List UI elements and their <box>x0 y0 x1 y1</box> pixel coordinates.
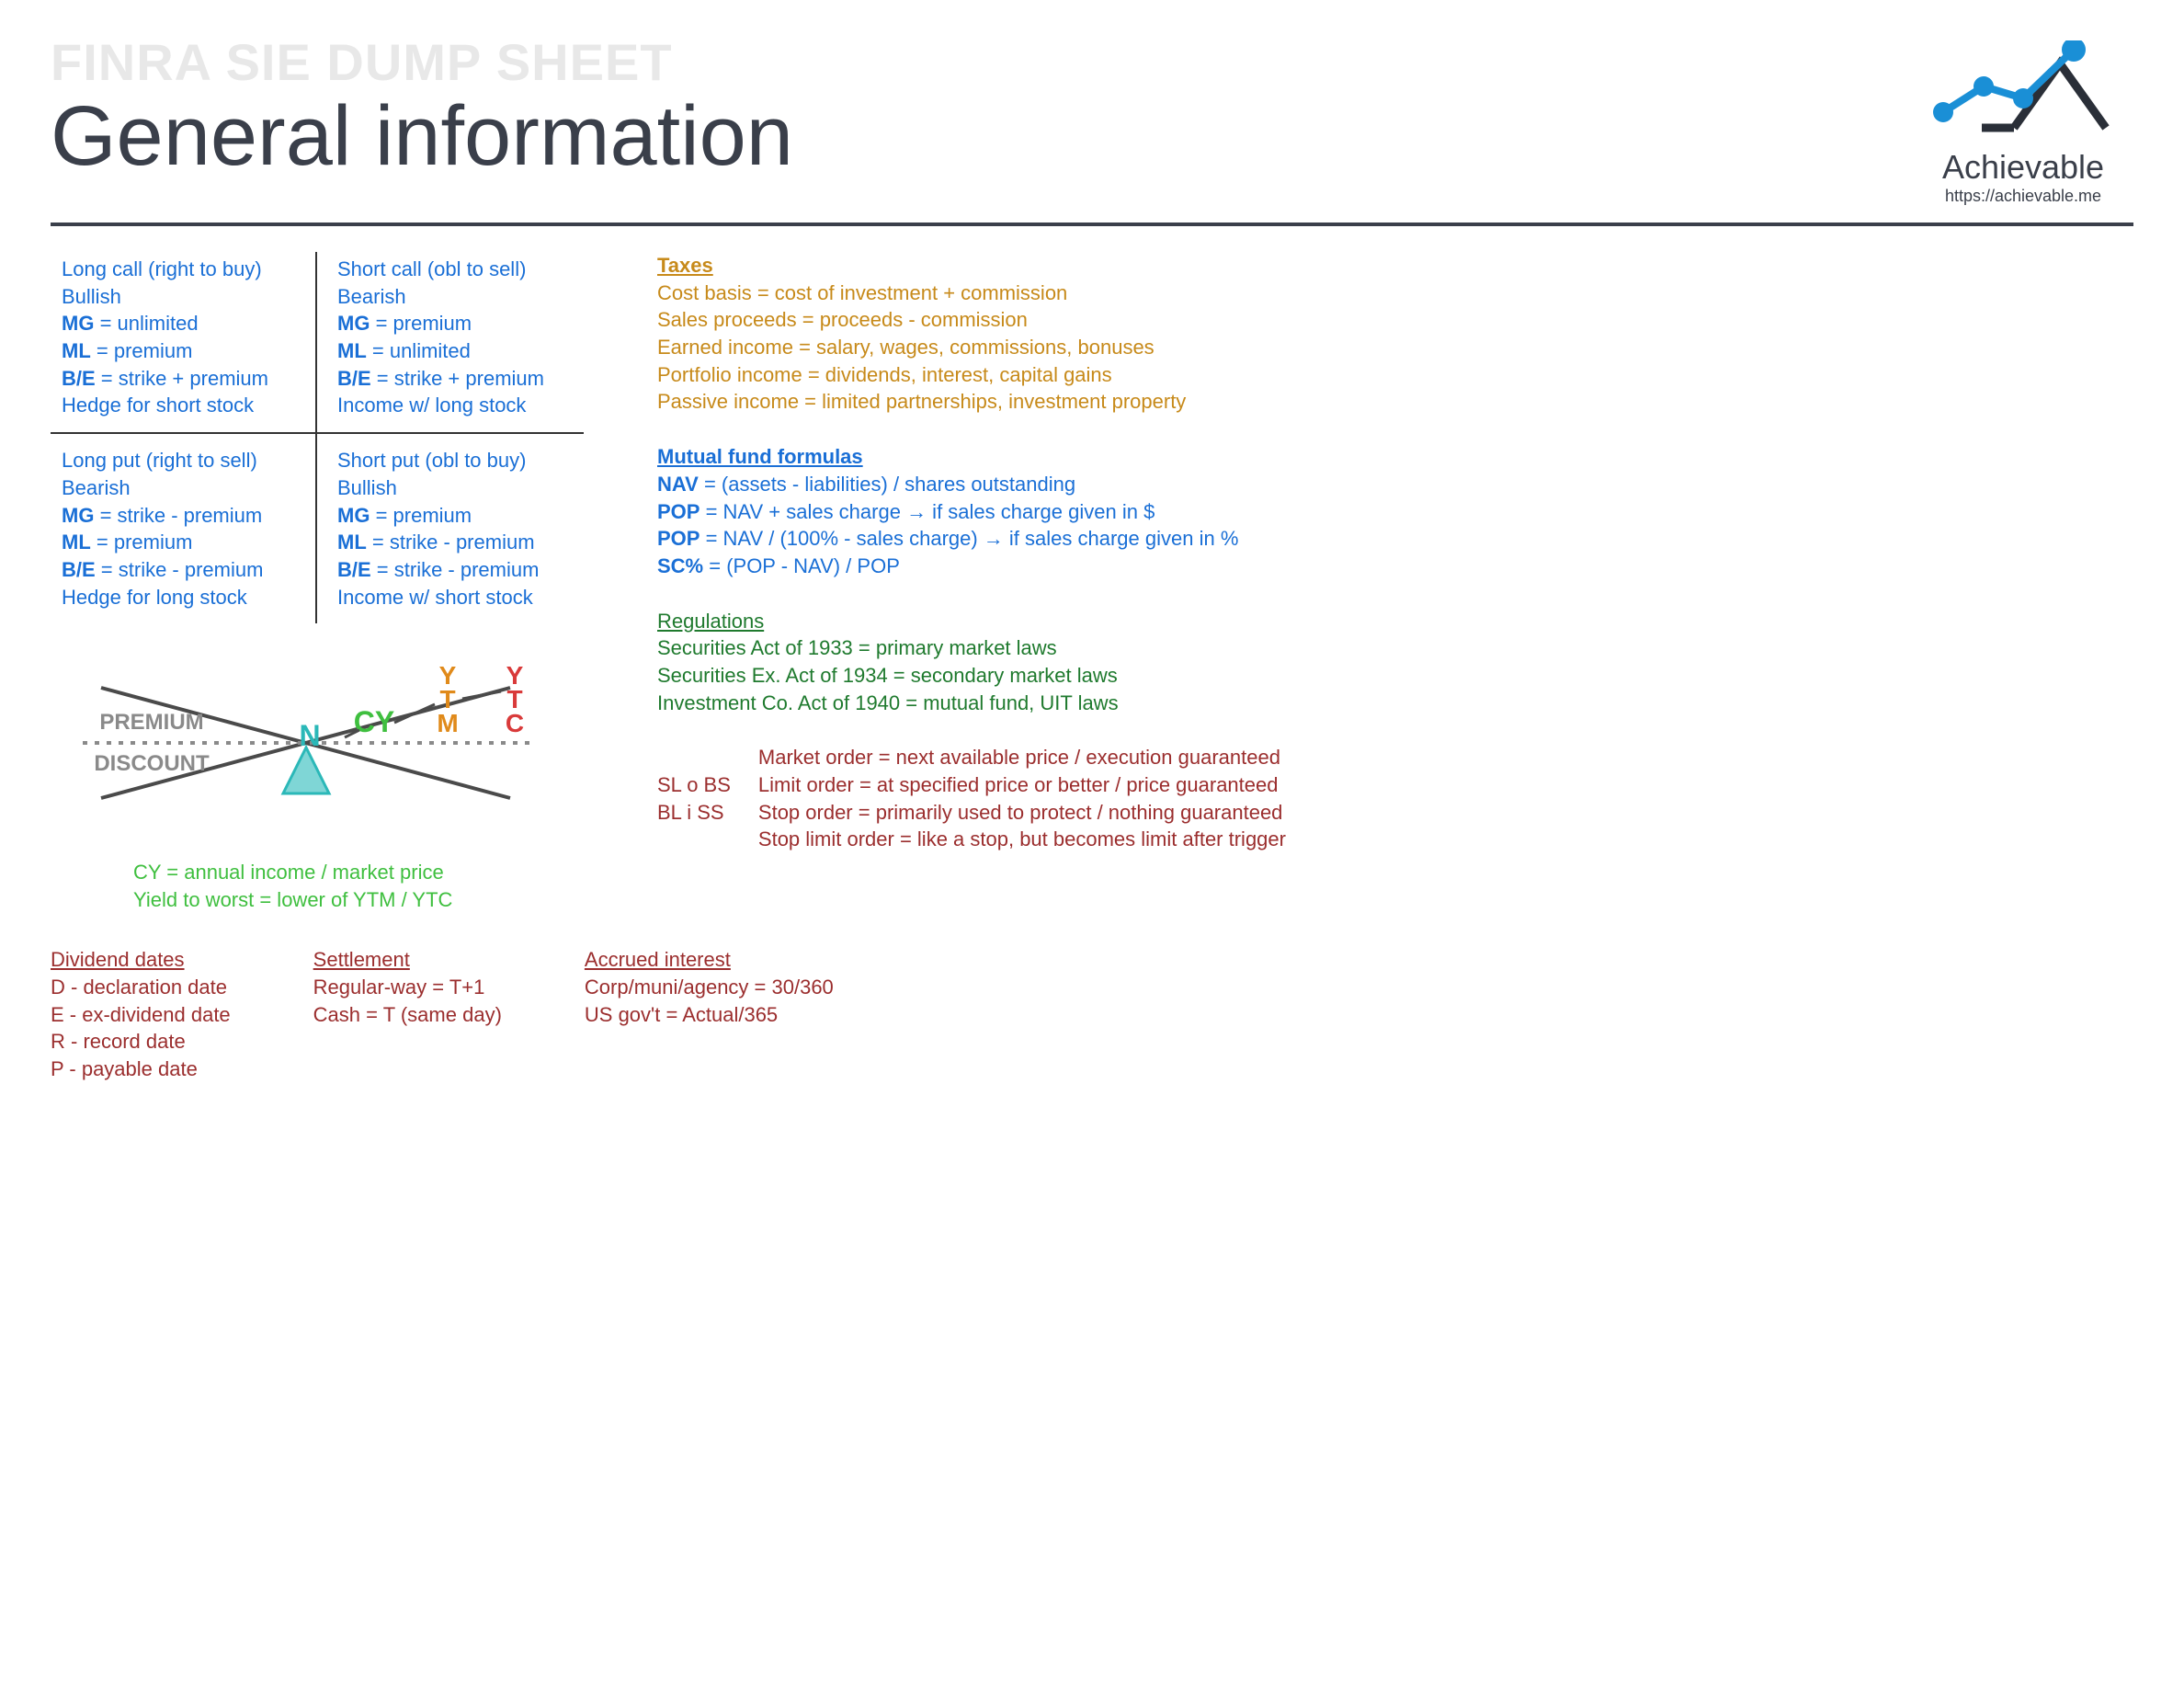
opt-line: ML = premium <box>62 529 304 556</box>
brand-block: Achievable https://achievable.me <box>1913 37 2133 206</box>
tax-line: Passive income = limited partnerships, i… <box>657 388 2133 416</box>
tax-line: Portfolio income = dividends, interest, … <box>657 361 2133 389</box>
reg-line: Securities Act of 1933 = primary market … <box>657 634 2133 662</box>
tax-line: Cost basis = cost of investment + commis… <box>657 280 2133 307</box>
svg-text:C: C <box>506 709 524 737</box>
tax-line: Sales proceeds = proceeds - commission <box>657 306 2133 334</box>
opt-line: MG = premium <box>337 310 573 337</box>
mutual-fund-section: Mutual fund formulas NAV = (assets - lia… <box>657 443 2133 579</box>
mf-line: POP = NAV / (100% - sales charge) → if s… <box>657 525 2133 553</box>
order-line: Stop limit order = like a stop, but beco… <box>758 826 1286 853</box>
opt-line: Bullish <box>62 283 304 311</box>
opt-line: Income w/ short stock <box>337 584 573 611</box>
orders-side: BL i SS <box>657 799 731 827</box>
div-line: P - payable date <box>51 1056 231 1083</box>
tax-line: Earned income = salary, wages, commissio… <box>657 334 2133 361</box>
settlement-section: Settlement Regular-way = T+1 Cash = T (s… <box>313 946 502 1082</box>
accrued-line: Corp/muni/agency = 30/360 <box>585 974 834 1001</box>
section-heading: Mutual fund formulas <box>657 443 2133 471</box>
long-call-cell: Long call (right to buy) Bullish MG = un… <box>51 252 317 434</box>
section-heading: Regulations <box>657 608 2133 635</box>
orders-section: SL o BS BL i SS Market order = next avai… <box>657 744 2133 853</box>
left-column: Long call (right to buy) Bullish MG = un… <box>51 252 602 913</box>
opt-line: ML = strike - premium <box>337 529 573 556</box>
top-row: Long call (right to buy) Bullish MG = un… <box>51 252 2133 913</box>
div-line: E - ex-dividend date <box>51 1001 231 1029</box>
section-heading: Dividend dates <box>51 946 231 974</box>
opt-line: Long call (right to buy) <box>62 256 304 283</box>
header: FINRA SIE DUMP SHEET General information… <box>51 37 2133 226</box>
section-heading: Taxes <box>657 252 2133 280</box>
opt-line: Hedge for long stock <box>62 584 304 611</box>
page-subtitle: FINRA SIE DUMP SHEET <box>51 37 1913 88</box>
brand-url: https://achievable.me <box>1913 187 2133 206</box>
order-line: Stop order = primarily used to protect /… <box>758 799 1286 827</box>
orders-definitions: Market order = next available price / ex… <box>758 744 1286 853</box>
mf-line: NAV = (assets - liabilities) / shares ou… <box>657 471 2133 498</box>
bottom-row: Dividend dates D - declaration date E - … <box>51 946 2133 1082</box>
seesaw-diagram: PREMIUM DISCOUNT N CY Y T M Y T C CY = a… <box>51 651 602 913</box>
opt-line: ML = unlimited <box>337 337 573 365</box>
opt-line: B/E = strike + premium <box>62 365 304 393</box>
reg-line: Securities Ex. Act of 1934 = secondary m… <box>657 662 2133 690</box>
div-line: D - declaration date <box>51 974 231 1001</box>
opt-line: B/E = strike - premium <box>62 556 304 584</box>
opt-line: B/E = strike - premium <box>337 556 573 584</box>
opt-line: Bearish <box>337 283 573 311</box>
order-line: Market order = next available price / ex… <box>758 744 1286 771</box>
div-line: R - record date <box>51 1028 231 1056</box>
section-heading: Settlement <box>313 946 502 974</box>
opt-line: Long put (right to sell) <box>62 447 304 474</box>
seesaw-svg-icon: PREMIUM DISCOUNT N CY Y T M Y T C <box>51 651 565 844</box>
svg-text:M: M <box>437 709 458 737</box>
opt-line: MG = unlimited <box>62 310 304 337</box>
page-title: General information <box>51 92 1913 181</box>
mf-line: SC% = (POP - NAV) / POP <box>657 553 2133 580</box>
long-put-cell: Long put (right to sell) Bearish MG = st… <box>51 434 317 623</box>
short-put-cell: Short put (obl to buy) Bullish MG = prem… <box>317 434 584 623</box>
options-grid: Long call (right to buy) Bullish MG = un… <box>51 252 602 623</box>
opt-line: Bearish <box>62 474 304 502</box>
achievable-logo-icon <box>1927 40 2120 142</box>
section-heading: Accrued interest <box>585 946 834 974</box>
accrued-interest-section: Accrued interest Corp/muni/agency = 30/3… <box>585 946 834 1082</box>
orders-mnemonic: SL o BS BL i SS <box>657 771 731 826</box>
svg-text:CY: CY <box>354 705 394 738</box>
opt-line: Short call (obl to sell) <box>337 256 573 283</box>
opt-line: Bullish <box>337 474 573 502</box>
seesaw-notes: CY = annual income / market price Yield … <box>51 859 602 913</box>
opt-line: ML = premium <box>62 337 304 365</box>
svg-text:DISCOUNT: DISCOUNT <box>94 751 210 776</box>
regulations-section: Regulations Securities Act of 1933 = pri… <box>657 608 2133 717</box>
reg-line: Investment Co. Act of 1940 = mutual fund… <box>657 690 2133 717</box>
content: Long call (right to buy) Bullish MG = un… <box>51 252 2133 1083</box>
opt-line: B/E = strike + premium <box>337 365 573 393</box>
accrued-line: US gov't = Actual/365 <box>585 1001 834 1029</box>
dividend-dates-section: Dividend dates D - declaration date E - … <box>51 946 231 1082</box>
svg-text:N: N <box>299 719 320 752</box>
titles: FINRA SIE DUMP SHEET General information <box>51 37 1913 181</box>
opt-line: Short put (obl to buy) <box>337 447 573 474</box>
short-call-cell: Short call (obl to sell) Bearish MG = pr… <box>317 252 584 434</box>
opt-line: Hedge for short stock <box>62 392 304 419</box>
taxes-section: Taxes Cost basis = cost of investment + … <box>657 252 2133 416</box>
seesaw-note: Yield to worst = lower of YTM / YTC <box>133 886 602 914</box>
svg-text:PREMIUM: PREMIUM <box>99 710 203 735</box>
opt-line: Income w/ long stock <box>337 392 573 419</box>
brand-name: Achievable <box>1913 148 2133 187</box>
opt-line: MG = strike - premium <box>62 502 304 530</box>
settle-line: Regular-way = T+1 <box>313 974 502 1001</box>
opt-line: MG = premium <box>337 502 573 530</box>
seesaw-note: CY = annual income / market price <box>133 859 602 886</box>
order-line: Limit order = at specified price or bett… <box>758 771 1286 799</box>
settle-line: Cash = T (same day) <box>313 1001 502 1029</box>
mf-line: POP = NAV + sales charge → if sales char… <box>657 498 2133 526</box>
right-column: Taxes Cost basis = cost of investment + … <box>657 252 2133 881</box>
orders-side: SL o BS <box>657 771 731 799</box>
